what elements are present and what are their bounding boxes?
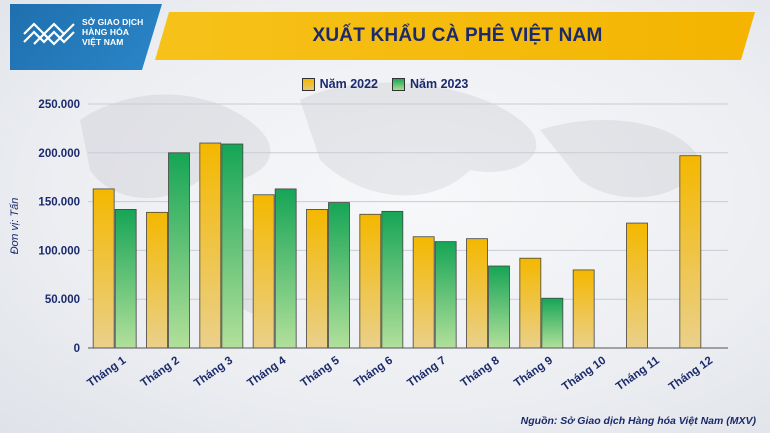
bar-2022 (199, 142, 222, 349)
bar-2022 (626, 222, 648, 349)
bar-2022 (572, 269, 595, 349)
bar-2022 (679, 155, 702, 349)
legend-label-2023: Năm 2023 (410, 77, 469, 91)
x-tick-label: Tháng 2 (139, 355, 182, 390)
x-tick-label: Tháng 1 (85, 354, 128, 389)
y-tick-label: 200.000 (38, 148, 80, 160)
grid-lines (88, 103, 728, 300)
y-tick-label: 50.000 (45, 294, 80, 306)
x-axis-ticks: Tháng 1 Tháng 2 Tháng 3 Tháng 4 Tháng 5 Tháng… (85, 354, 715, 393)
y-tick-label: 150.000 (38, 197, 80, 209)
bar-2022 (412, 236, 435, 349)
x-tick-label: Tháng 11 (614, 354, 662, 393)
y-tick-label: 100.000 (38, 245, 80, 257)
bar-2023 (488, 265, 510, 349)
bar-2022 (466, 238, 488, 349)
bar-2022 (146, 211, 168, 349)
y-axis-ticks: 0 50.000 100.000 150.000 200.000 250.000 (38, 99, 80, 355)
bar-2022 (359, 213, 382, 349)
x-tick-label: Tháng 8 (459, 354, 502, 389)
x-tick-label: Tháng 9 (512, 355, 555, 390)
mxv-logo-icon (23, 22, 75, 46)
bar-2022 (306, 209, 328, 349)
bars (92, 142, 702, 349)
legend-item-2022: Năm 2022 (301, 75, 378, 93)
x-tick-label: Tháng 6 (352, 355, 395, 390)
x-tick-label: Tháng 12 (667, 355, 715, 394)
source-note: Nguồn: Sở Giao dịch Hàng hóa Việt Nam (M… (520, 415, 756, 427)
bar-2023 (381, 210, 404, 349)
header-band (155, 12, 755, 60)
logo-line-2: HÀNG HÓA (82, 27, 130, 37)
y-axis-label: Đơn vị: Tấn (9, 198, 21, 255)
legend-swatch-2022 (301, 77, 315, 91)
bar-2022 (519, 257, 542, 349)
bar-2023 (221, 143, 244, 349)
y-tick-label: 250.000 (38, 99, 80, 111)
legend: Năm 2022 Năm 2023 (0, 75, 770, 93)
bar-2023 (434, 241, 457, 349)
x-tick-label: Tháng 4 (245, 354, 288, 389)
bar-2023 (541, 297, 564, 349)
logo-panel (10, 4, 162, 70)
y-tick-label: 0 (74, 343, 80, 355)
legend-label-2022: Năm 2022 (319, 77, 378, 91)
logo-line-3: VIỆT NAM (82, 37, 124, 47)
bar-2023 (168, 152, 190, 349)
bar-2022 (92, 188, 115, 349)
x-tick-label: Tháng 10 (560, 355, 608, 394)
bar-2022 (252, 194, 275, 349)
x-tick-label: Tháng 7 (405, 355, 448, 390)
x-tick-label: Tháng 3 (192, 355, 235, 390)
bar-2023 (114, 209, 137, 349)
legend-item-2023: Năm 2023 (392, 75, 468, 93)
bar-2023 (274, 188, 297, 349)
x-tick-label: Tháng 5 (299, 354, 342, 389)
logo-line-1: SỞ GIAO DỊCH (82, 17, 144, 27)
legend-swatch-2023 (392, 77, 405, 91)
chart-title: XUẤT KHẨU CÀ PHÊ VIỆT NAM (312, 25, 603, 46)
logo-text: SỞ GIAO DỊCH HÀNG HÓA VIỆT NAM (82, 17, 143, 47)
bar-2023 (328, 202, 350, 349)
